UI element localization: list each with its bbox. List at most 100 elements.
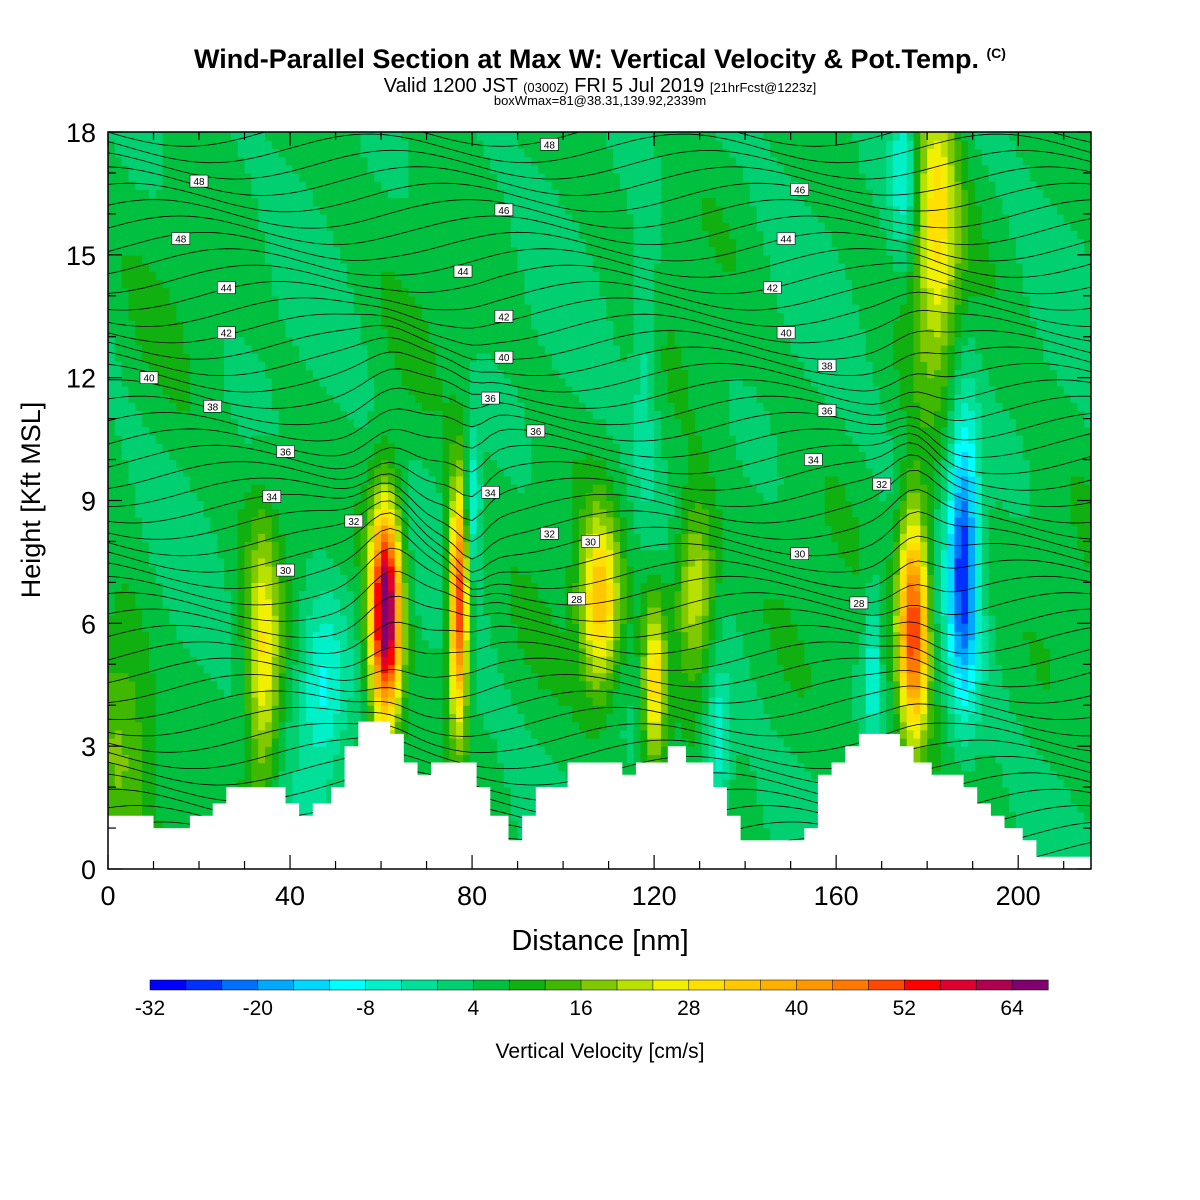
velocity-cell — [381, 148, 389, 158]
velocity-cell — [428, 607, 437, 616]
velocity-cell — [367, 181, 375, 190]
velocity-cell — [108, 271, 116, 280]
velocity-cell — [401, 713, 409, 723]
velocity-cell — [435, 295, 444, 305]
velocity-cell — [149, 156, 157, 166]
velocity-cell — [244, 148, 252, 158]
velocity-cell — [210, 656, 218, 665]
velocity-cell — [278, 148, 287, 158]
velocity-cell — [346, 639, 355, 649]
velocity-cell — [292, 132, 300, 141]
velocity-cell — [271, 369, 280, 379]
velocity-cell — [278, 754, 287, 764]
velocity-cell — [251, 402, 259, 411]
velocity-cell — [108, 762, 116, 772]
velocity-cell — [415, 304, 423, 313]
velocity-cell — [463, 312, 471, 321]
velocity-cell — [463, 418, 471, 428]
velocity-cell — [176, 557, 184, 567]
velocity-cell — [114, 795, 123, 805]
velocity-cell — [387, 525, 396, 534]
velocity-cell — [326, 328, 334, 338]
velocity-cell — [319, 484, 327, 493]
velocity-cell — [142, 164, 150, 174]
velocity-cell — [196, 541, 205, 551]
velocity-cell — [292, 238, 300, 248]
velocity-cell — [176, 500, 184, 510]
velocity-cell — [149, 443, 157, 452]
velocity-cell — [244, 172, 252, 182]
velocity-cell — [128, 607, 136, 616]
velocity-cell — [155, 721, 164, 731]
velocity-cell — [244, 582, 252, 592]
velocity-cell — [374, 467, 382, 477]
velocity-cell — [169, 459, 177, 469]
velocity-cell — [155, 533, 164, 543]
velocity-cell — [449, 344, 457, 354]
velocity-cell — [319, 197, 327, 207]
velocity-cell — [408, 205, 416, 215]
velocity-cell — [463, 475, 471, 485]
velocity-cell — [353, 148, 362, 158]
velocity-cell — [169, 697, 177, 706]
velocity-cell — [394, 336, 403, 346]
velocity-cell — [278, 582, 287, 592]
velocity-cell — [251, 525, 259, 534]
velocity-cell — [442, 279, 450, 289]
velocity-cell — [340, 598, 348, 608]
velocity-cell — [469, 656, 478, 665]
velocity-cell — [244, 230, 252, 240]
velocity-cell — [203, 738, 211, 747]
velocity-cell — [271, 435, 280, 444]
velocity-cell — [346, 533, 355, 543]
velocity-cell — [189, 279, 198, 289]
velocity-cell — [203, 754, 211, 764]
velocity-cell — [312, 263, 321, 272]
velocity-cell — [333, 467, 341, 477]
velocity-cell — [271, 607, 280, 616]
velocity-cell — [387, 369, 396, 379]
velocity-cell — [108, 205, 116, 215]
velocity-cell — [394, 361, 403, 371]
velocity-cell — [428, 729, 437, 739]
velocity-cell — [353, 664, 362, 674]
velocity-cell — [183, 435, 191, 444]
velocity-cell — [176, 811, 184, 821]
velocity-cell — [442, 140, 450, 149]
velocity-cell — [367, 680, 375, 690]
velocity-cell — [346, 189, 355, 199]
velocity-cell — [299, 181, 307, 190]
velocity-cell — [394, 664, 403, 674]
velocity-cell — [121, 738, 130, 747]
velocity-cell — [224, 361, 232, 371]
velocity-cell — [374, 615, 382, 624]
velocity-cell — [217, 394, 225, 403]
velocity-cell — [306, 566, 314, 575]
velocity-cell — [142, 566, 150, 575]
velocity-cell — [312, 746, 321, 755]
velocity-cell — [108, 246, 116, 256]
velocity-cell — [251, 500, 259, 510]
velocity-cell — [278, 590, 287, 600]
velocity-cell — [251, 762, 259, 772]
velocity-cell — [142, 672, 150, 682]
velocity-cell — [449, 516, 457, 526]
velocity-cell — [230, 574, 239, 583]
velocity-cell — [319, 230, 327, 240]
velocity-cell — [149, 410, 157, 420]
velocity-cell — [189, 680, 198, 690]
velocity-cell — [360, 328, 368, 338]
velocity-cell — [387, 484, 396, 493]
velocity-cell — [155, 566, 164, 575]
velocity-cell — [155, 492, 164, 502]
velocity-cell — [162, 205, 170, 215]
velocity-cell — [463, 377, 471, 387]
velocity-cell — [442, 631, 450, 641]
velocity-cell — [469, 254, 478, 264]
velocity-cell — [340, 328, 348, 338]
velocity-cell — [244, 205, 252, 215]
velocity-cell — [374, 263, 382, 272]
velocity-cell — [149, 164, 157, 174]
velocity-cell — [428, 492, 437, 502]
velocity-cell — [306, 320, 314, 330]
